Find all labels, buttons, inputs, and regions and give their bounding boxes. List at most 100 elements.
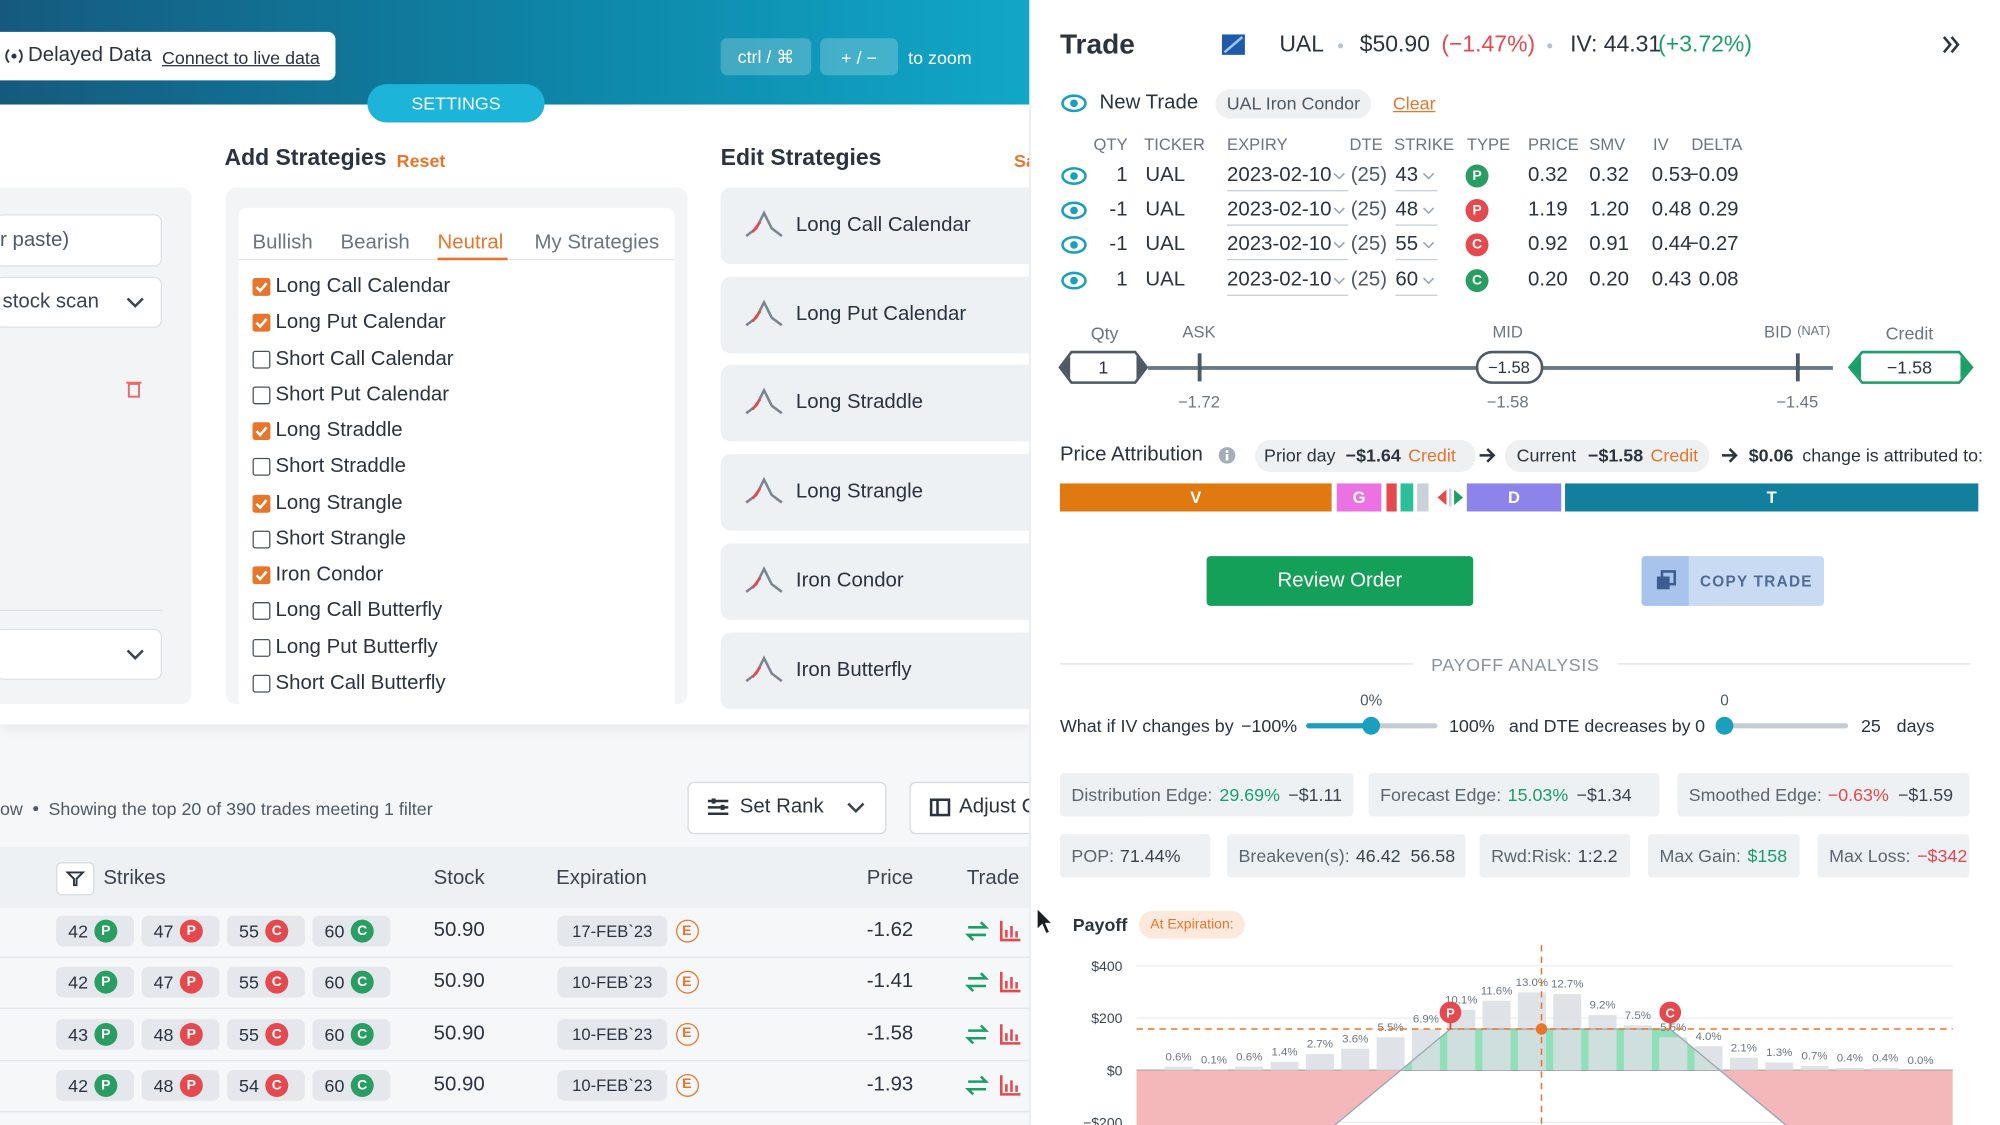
icon-part xyxy=(847,802,865,814)
strategy-card[interactable] xyxy=(720,632,1053,709)
tab[interactable]: Bullish xyxy=(252,232,313,254)
checkbox[interactable] xyxy=(252,350,271,368)
scan-select[interactable] xyxy=(0,276,162,328)
checkbox[interactable] xyxy=(252,458,271,477)
swap-icon[interactable] xyxy=(965,921,990,941)
connect-link[interactable]: Connect to live data xyxy=(161,47,320,68)
checkbox[interactable] xyxy=(252,494,271,513)
checkbox[interactable] xyxy=(252,422,271,441)
eye-toggle[interactable] xyxy=(1061,94,1087,113)
chevron xyxy=(1422,172,1435,180)
checkbox[interactable] xyxy=(252,566,271,585)
stat-value: 1:2.2 xyxy=(1577,845,1618,867)
checkbox[interactable] xyxy=(252,674,271,693)
expiry-select[interactable]: 2023-02-10 xyxy=(1227,164,1332,187)
credit-input[interactable] xyxy=(1847,350,1974,384)
icon-part xyxy=(968,921,990,929)
type-letter: P xyxy=(186,974,197,991)
strategy-card[interactable] xyxy=(720,454,1053,531)
expiry-select[interactable]: 2023-02-10 xyxy=(1227,268,1332,291)
type-badge: P xyxy=(1465,164,1489,188)
filter-button[interactable] xyxy=(56,862,95,896)
checkbox[interactable] xyxy=(252,602,271,621)
chart-icon[interactable] xyxy=(999,920,1021,942)
eye-toggle[interactable] xyxy=(1061,271,1087,290)
strike-select[interactable]: 55 xyxy=(1395,233,1419,256)
chart-icon[interactable] xyxy=(999,972,1021,993)
text: Credit xyxy=(1650,445,1699,466)
trash-icon[interactable] xyxy=(126,380,142,398)
distribution-bar xyxy=(1835,1067,1864,1071)
leg-column: STRIKE xyxy=(1394,134,1455,154)
strategy-card[interactable] xyxy=(720,276,1053,353)
eye-toggle[interactable] xyxy=(1061,167,1087,185)
check-mark xyxy=(255,282,268,293)
chart-icon[interactable] xyxy=(999,1023,1021,1045)
qty-stepper[interactable] xyxy=(1058,350,1149,384)
text: (25) xyxy=(1350,268,1388,291)
icon-part xyxy=(1036,906,1054,935)
checkbox[interactable] xyxy=(252,386,271,405)
text: −1.72 xyxy=(1177,392,1220,412)
status-pill xyxy=(0,31,336,81)
attribution-segment xyxy=(1466,483,1562,512)
eye-toggle[interactable] xyxy=(1061,201,1087,220)
icon-part xyxy=(751,665,762,678)
checkbox[interactable] xyxy=(252,314,271,332)
panel-title: Trade xyxy=(1059,28,1135,60)
slider-thumb[interactable] xyxy=(1362,716,1381,735)
bottom-select[interactable] xyxy=(0,628,162,680)
clear-link[interactable]: Clear xyxy=(1392,93,1436,114)
distribution-label: 2.1% xyxy=(1731,1042,1757,1054)
copy-button[interactable]: COPY TRADE xyxy=(1641,556,1824,606)
tab[interactable]: Bearish xyxy=(340,232,410,254)
slider-track xyxy=(1715,723,1849,729)
attribution-segment xyxy=(1059,483,1332,512)
search-input[interactable] xyxy=(0,214,162,267)
loss-area xyxy=(1136,1070,1953,1125)
strike-select[interactable]: 48 xyxy=(1395,199,1419,221)
strategy-card[interactable] xyxy=(720,543,1053,620)
swap-icon[interactable] xyxy=(965,1024,990,1044)
type-badge: C xyxy=(350,1073,374,1097)
chevron xyxy=(126,649,144,660)
button-label: COPY TRADE xyxy=(1699,572,1813,590)
tab[interactable]: Neutral xyxy=(437,232,504,254)
row-divider xyxy=(0,1110,1030,1113)
tab[interactable]: My Strategies xyxy=(534,232,660,254)
text: -1 xyxy=(1109,233,1128,256)
icon-part xyxy=(1061,201,1087,220)
mid-handle[interactable] xyxy=(1475,350,1544,384)
reset-link[interactable]: Reset xyxy=(396,150,446,171)
checkbox[interactable] xyxy=(252,530,271,549)
text: Credit xyxy=(1408,445,1456,466)
stat-card: Max Gain: $158 xyxy=(1647,834,1800,878)
expiry-select[interactable]: 2023-02-10 xyxy=(1227,199,1332,221)
strategy-card[interactable] xyxy=(720,187,1053,265)
slider-thumb[interactable] xyxy=(1715,716,1734,735)
distribution-label: 1.3% xyxy=(1766,1047,1792,1059)
table-header xyxy=(0,846,1030,909)
strategy-card[interactable] xyxy=(720,365,1053,442)
attribution-chip xyxy=(1255,440,1476,472)
review-button[interactable]: Review Order xyxy=(1206,556,1474,606)
row-divider xyxy=(0,1008,1030,1010)
collapse-icon[interactable] xyxy=(1942,36,1961,54)
edge-value: −$1.59 xyxy=(1897,784,1954,805)
chevron xyxy=(1422,277,1435,284)
strike-select[interactable]: 43 xyxy=(1395,164,1419,187)
distribution-bar xyxy=(1694,1046,1723,1071)
settings-button[interactable]: SETTINGS xyxy=(367,84,545,123)
type-badge: C xyxy=(1465,233,1489,257)
stat-card: POP: 71.44% xyxy=(1059,834,1211,878)
swap-icon[interactable] xyxy=(965,972,990,993)
chart-icon[interactable] xyxy=(999,1075,1021,1096)
ask-tick xyxy=(1197,353,1202,382)
checkbox[interactable] xyxy=(252,278,271,296)
column-header: Price xyxy=(866,867,914,890)
expiry-select[interactable]: 2023-02-10 xyxy=(1227,233,1332,256)
strike-select[interactable]: 60 xyxy=(1395,268,1419,291)
eye-toggle[interactable] xyxy=(1061,236,1087,255)
checkbox[interactable] xyxy=(252,638,271,657)
swap-icon[interactable] xyxy=(965,1075,990,1096)
